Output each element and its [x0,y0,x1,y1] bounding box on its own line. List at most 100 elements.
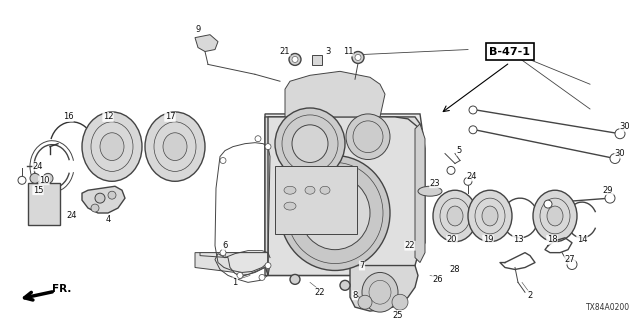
Text: 20: 20 [447,235,457,244]
Polygon shape [195,35,218,52]
Circle shape [355,54,361,60]
Text: 12: 12 [103,112,113,121]
Circle shape [544,200,552,208]
Text: 24: 24 [467,172,477,181]
Text: 3: 3 [325,47,331,56]
Text: 27: 27 [564,255,575,264]
Ellipse shape [100,133,124,161]
Text: 30: 30 [620,122,630,131]
Bar [312,55,322,65]
Circle shape [237,272,243,278]
Circle shape [567,260,577,269]
Circle shape [108,191,116,199]
Polygon shape [415,124,425,262]
Ellipse shape [284,186,296,194]
Circle shape [352,52,364,63]
Circle shape [265,144,271,150]
Circle shape [469,106,477,114]
Polygon shape [82,186,125,213]
Polygon shape [265,117,422,276]
Text: 17: 17 [164,112,175,121]
Text: 18: 18 [547,235,557,244]
Text: 1: 1 [232,278,237,287]
Text: 6: 6 [222,241,228,250]
Text: 24: 24 [33,162,44,171]
Text: 29: 29 [603,186,613,195]
Text: 16: 16 [63,112,74,121]
Ellipse shape [447,206,463,226]
Text: 10: 10 [39,176,49,185]
Circle shape [30,173,40,183]
Text: 26: 26 [433,275,444,284]
Circle shape [469,126,477,134]
Circle shape [605,193,615,203]
Circle shape [610,154,620,164]
Circle shape [340,280,350,290]
Circle shape [220,250,226,256]
Text: 30: 30 [614,149,625,158]
Text: 22: 22 [404,241,415,250]
Text: B-47-1: B-47-1 [490,46,531,57]
Ellipse shape [275,108,345,179]
Ellipse shape [392,294,408,310]
Bar [275,166,357,234]
Circle shape [220,157,226,164]
Text: 7: 7 [359,261,365,270]
Ellipse shape [346,114,390,159]
Text: 5: 5 [456,146,461,155]
Ellipse shape [418,186,442,196]
Ellipse shape [482,206,498,226]
Text: 8: 8 [352,291,358,300]
Polygon shape [195,253,265,277]
Ellipse shape [280,156,390,270]
Circle shape [447,166,455,174]
Circle shape [290,275,300,284]
Ellipse shape [320,186,330,194]
Circle shape [292,56,298,62]
Text: 11: 11 [343,47,353,56]
Polygon shape [285,71,385,117]
Ellipse shape [433,190,477,242]
Ellipse shape [284,202,296,210]
Bar [28,183,60,225]
Circle shape [289,53,301,65]
Ellipse shape [358,295,372,309]
Circle shape [91,204,99,212]
Ellipse shape [145,112,205,181]
Text: 22: 22 [315,288,325,297]
Ellipse shape [163,133,187,161]
Circle shape [464,177,472,185]
Polygon shape [268,117,420,276]
Text: TX84A0200: TX84A0200 [586,303,630,312]
Text: 23: 23 [429,179,440,188]
Polygon shape [350,266,418,311]
Text: 15: 15 [33,186,44,195]
Circle shape [43,173,53,183]
Polygon shape [265,114,425,276]
Text: 13: 13 [513,235,524,244]
Circle shape [615,129,625,139]
Text: 19: 19 [483,235,493,244]
Text: 14: 14 [577,235,588,244]
Circle shape [95,193,105,203]
Circle shape [255,136,261,142]
Polygon shape [200,253,268,276]
Text: 9: 9 [195,25,200,34]
Ellipse shape [547,206,563,226]
Text: 4: 4 [106,215,111,224]
Text: 28: 28 [450,265,460,274]
Text: FR.: FR. [52,284,72,294]
Text: 21: 21 [280,47,291,56]
Ellipse shape [82,112,142,181]
Text: 24: 24 [67,212,77,220]
Ellipse shape [533,190,577,242]
Ellipse shape [292,125,328,163]
Text: 2: 2 [527,291,532,300]
Ellipse shape [305,186,315,194]
Text: 25: 25 [393,310,403,320]
Ellipse shape [300,176,370,250]
Circle shape [259,275,265,280]
Circle shape [18,176,26,184]
Ellipse shape [468,190,512,242]
Ellipse shape [362,272,398,312]
